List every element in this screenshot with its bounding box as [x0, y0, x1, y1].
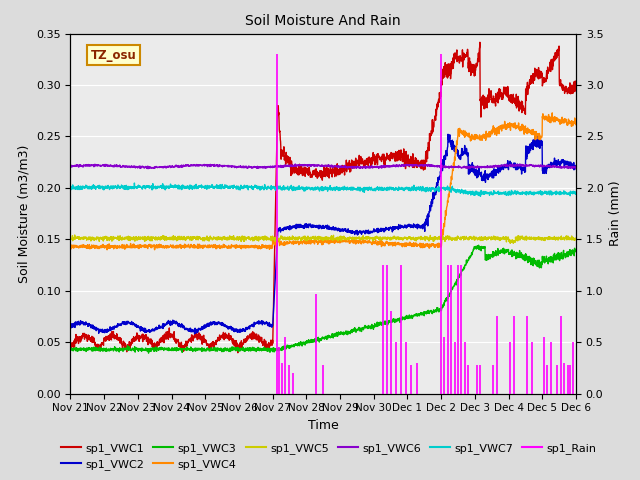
- Y-axis label: Soil Moisture (m3/m3): Soil Moisture (m3/m3): [17, 144, 30, 283]
- X-axis label: Time: Time: [308, 419, 339, 432]
- Y-axis label: Rain (mm): Rain (mm): [609, 181, 622, 246]
- Legend: sp1_VWC1, sp1_VWC2, sp1_VWC3, sp1_VWC4, sp1_VWC5, sp1_VWC6, sp1_VWC7, sp1_Rain: sp1_VWC1, sp1_VWC2, sp1_VWC3, sp1_VWC4, …: [57, 438, 601, 474]
- Text: TZ_osu: TZ_osu: [91, 49, 136, 62]
- Title: Soil Moisture And Rain: Soil Moisture And Rain: [245, 14, 401, 28]
